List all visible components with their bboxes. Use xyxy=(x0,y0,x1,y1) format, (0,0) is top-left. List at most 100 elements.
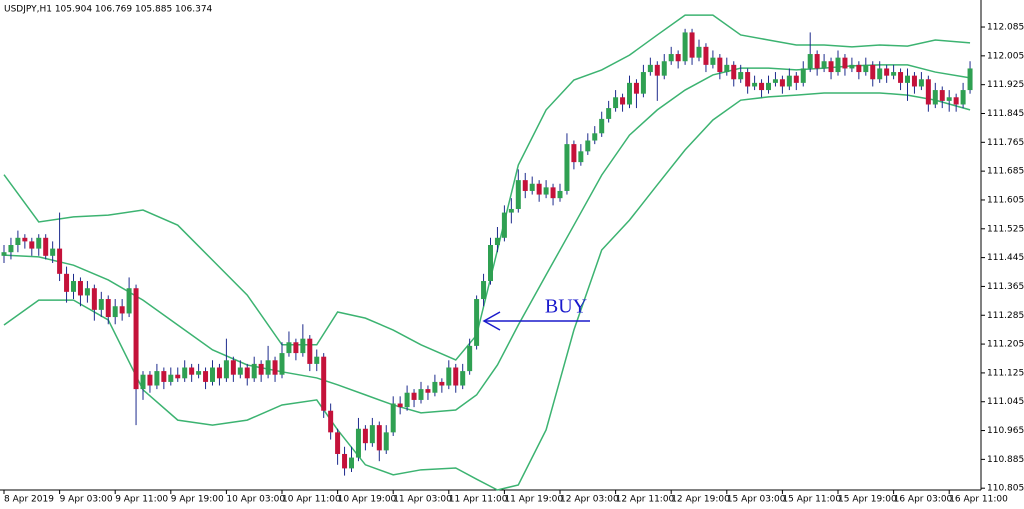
candle-body xyxy=(467,345,473,372)
candle-body xyxy=(849,64,855,69)
candle-body xyxy=(182,367,188,379)
candle-body xyxy=(8,245,14,253)
candle-body xyxy=(397,403,403,408)
candle-body xyxy=(620,97,626,105)
candle-body xyxy=(439,381,445,386)
candle-body xyxy=(779,79,785,87)
candle-body xyxy=(251,363,257,379)
candle-body xyxy=(599,118,605,134)
candle-body xyxy=(196,371,202,375)
candle-body xyxy=(877,68,883,80)
y-tick-label: 111.925 xyxy=(987,80,1024,90)
candle-body xyxy=(105,299,111,318)
y-tick-label: 111.285 xyxy=(987,311,1024,321)
candle-body xyxy=(835,57,841,73)
candle-body xyxy=(481,281,487,300)
candle-body xyxy=(328,410,334,433)
candle-body xyxy=(786,75,792,87)
buy-arrow xyxy=(482,311,590,331)
x-tick-label: 8 Apr 2019 xyxy=(4,495,54,505)
candle-body xyxy=(22,237,28,242)
y-tick-label: 110.805 xyxy=(987,484,1024,494)
candle-body xyxy=(905,75,910,83)
candle-body xyxy=(314,356,320,364)
candle-body xyxy=(112,306,118,318)
candle-body xyxy=(258,363,264,375)
candle-body xyxy=(36,237,42,249)
candle-body xyxy=(494,237,500,245)
y-tick-label: 110.965 xyxy=(987,426,1024,436)
candle-body xyxy=(293,342,299,354)
candle-body xyxy=(891,72,897,76)
candle-body xyxy=(161,371,167,382)
candle-body xyxy=(126,288,132,314)
candle-body xyxy=(64,273,70,292)
y-tick-label: 111.205 xyxy=(987,340,1024,350)
candle-body xyxy=(154,371,160,386)
candle-body xyxy=(759,82,765,91)
x-tick-label: 11 Apr 19:00 xyxy=(504,495,563,505)
y-tick-label: 111.125 xyxy=(987,368,1024,378)
candle-body xyxy=(404,392,410,408)
y-tick-label: 110.885 xyxy=(987,455,1024,465)
candle-body xyxy=(460,371,466,386)
y-tick-label: 111.045 xyxy=(987,397,1024,407)
x-tick-label: 15 Apr 11:00 xyxy=(782,495,841,505)
candle-body xyxy=(863,64,869,73)
candle-body xyxy=(766,82,771,91)
candle-body xyxy=(501,212,507,238)
candle-body xyxy=(279,353,285,375)
candle-body xyxy=(488,245,493,282)
arrow-head xyxy=(482,311,501,331)
x-tick-label: 11 Apr 11:00 xyxy=(449,495,508,505)
candle-body xyxy=(613,97,619,109)
candle-body xyxy=(168,374,174,382)
candle-body xyxy=(216,367,222,379)
y-tick-label: 111.845 xyxy=(987,109,1024,119)
x-tick-label: 10 Apr 03:00 xyxy=(226,495,285,505)
candle-body xyxy=(529,183,535,191)
candle-body xyxy=(349,457,354,469)
x-tick-label: 10 Apr 11:00 xyxy=(282,495,341,505)
candle-body xyxy=(272,360,278,375)
candle-body xyxy=(335,432,341,454)
candle-body xyxy=(203,371,209,382)
x-tick-label: 12 Apr 03:00 xyxy=(560,495,619,505)
candle-body xyxy=(543,187,549,195)
candle-body xyxy=(411,392,417,400)
candle-body xyxy=(515,180,521,209)
candle-body xyxy=(369,425,375,444)
candle-body xyxy=(585,140,591,152)
candle-body xyxy=(223,360,229,379)
y-tick-label: 111.525 xyxy=(987,224,1024,234)
candle-body xyxy=(355,428,361,458)
candle-body xyxy=(43,237,49,256)
x-tick-label: 9 Apr 03:00 xyxy=(60,495,113,505)
candle-body xyxy=(752,82,758,87)
candle-body xyxy=(946,97,952,101)
y-tick-label: 111.365 xyxy=(987,282,1024,292)
candle-body xyxy=(307,338,313,364)
candle-body xyxy=(898,72,904,83)
candle-body xyxy=(967,68,973,91)
candle-body xyxy=(522,180,528,191)
candle-body xyxy=(536,183,542,195)
x-tick-label: 16 Apr 11:00 xyxy=(949,495,1008,505)
candle-body xyxy=(911,75,917,87)
candle-body xyxy=(772,79,778,83)
candle-body xyxy=(425,389,431,393)
candle-body xyxy=(300,338,306,354)
candle-body xyxy=(474,299,480,346)
x-tick-label: 15 Apr 03:00 xyxy=(727,495,786,505)
candle-body xyxy=(321,356,327,411)
buy-label: BUY xyxy=(545,296,587,318)
candle-body xyxy=(745,72,751,87)
x-tick-label: 16 Apr 03:00 xyxy=(894,495,953,505)
candle-body xyxy=(1,252,7,256)
candle-body xyxy=(633,82,639,94)
x-tick-label: 9 Apr 11:00 xyxy=(115,495,168,505)
candle-body xyxy=(98,299,104,310)
candle-body xyxy=(418,389,424,400)
